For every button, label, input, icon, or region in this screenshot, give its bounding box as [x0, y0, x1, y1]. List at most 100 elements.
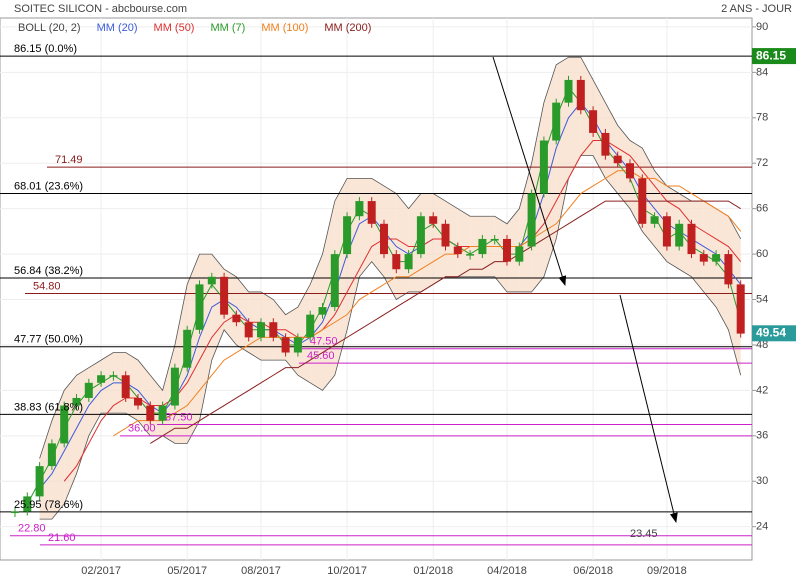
- y-tick-label: 66: [756, 203, 768, 215]
- level-label: 47.77 (50.0%): [14, 334, 83, 346]
- bollinger-band: [384, 185, 397, 300]
- candle: [650, 216, 659, 224]
- candle: [109, 375, 118, 377]
- level-label: 56.84 (38.2%): [14, 265, 83, 277]
- candle: [613, 155, 622, 164]
- level-label: 68.01 (23.6%): [14, 180, 83, 192]
- candle: [466, 254, 475, 256]
- candle: [207, 276, 216, 285]
- candle: [564, 79, 573, 103]
- x-tick-label: 05/2017: [167, 565, 207, 577]
- candle: [134, 397, 142, 406]
- candle: [195, 284, 204, 330]
- candle: [293, 337, 302, 353]
- candle: [539, 140, 548, 194]
- bollinger-band: [396, 193, 409, 300]
- projection-arrow: [619, 294, 678, 523]
- x-tick-label: 01/2018: [413, 565, 453, 577]
- candle: [330, 254, 339, 308]
- candle: [404, 254, 413, 270]
- candle: [416, 216, 425, 255]
- price-badge-label: 86.15: [756, 48, 786, 62]
- x-tick-label: 08/2017: [241, 565, 281, 577]
- y-tick-label: 30: [756, 475, 768, 487]
- y-tick-label: 54: [756, 293, 768, 305]
- bollinger-band: [322, 201, 335, 391]
- y-tick-label: 24: [756, 521, 768, 533]
- candle: [47, 443, 56, 467]
- candle: [453, 246, 462, 255]
- legend-entry: MM (7): [210, 22, 245, 34]
- level-label: 21.60: [48, 532, 76, 544]
- projection-arrow: [492, 56, 567, 286]
- candle: [72, 397, 81, 406]
- bollinger-band: [507, 208, 520, 292]
- candle: [626, 163, 634, 179]
- y-tick-label: 72: [756, 157, 768, 169]
- candle: [552, 102, 561, 141]
- y-tick-label: 78: [756, 112, 768, 124]
- x-tick-label: 04/2018: [487, 565, 527, 577]
- bollinger-line: [39, 56, 742, 459]
- candle: [257, 322, 265, 338]
- price-badge: [752, 48, 796, 65]
- candle: [355, 201, 364, 217]
- price-badge-label: 49.54: [756, 325, 786, 339]
- x-tick-label: 10/2017: [327, 565, 367, 577]
- level-label: 22.80: [18, 523, 46, 535]
- chart-subtitle: 2 ANS - JOUR: [721, 3, 792, 15]
- candle: [97, 375, 106, 383]
- bollinger-band: [297, 284, 311, 383]
- candle: [170, 367, 179, 406]
- candle: [429, 216, 438, 224]
- legend-entry: MM (20): [97, 22, 138, 34]
- legend-entry: MM (100): [261, 22, 308, 34]
- candle: [220, 276, 229, 315]
- candle: [23, 496, 32, 512]
- candle: [638, 178, 647, 224]
- candle: [269, 322, 278, 338]
- candle: [35, 466, 44, 497]
- candle: [736, 284, 745, 334]
- candle: [158, 405, 167, 421]
- x-tick-label: 06/2018: [573, 565, 613, 577]
- price-badge: [752, 325, 796, 342]
- level-label: 86.15 (0.0%): [14, 43, 77, 55]
- candle: [687, 223, 696, 255]
- candle: [232, 314, 241, 323]
- candle: [601, 132, 610, 156]
- target-label: 23.45: [630, 528, 658, 540]
- y-tick-label: 48: [756, 339, 768, 351]
- bollinger-band: [703, 201, 717, 308]
- candle: [392, 254, 401, 270]
- candle: [306, 314, 315, 338]
- candle: [121, 375, 130, 398]
- y-tick-label: 36: [756, 430, 768, 442]
- x-tick-label: 09/2018: [647, 565, 687, 577]
- level-label: 71.49: [55, 154, 83, 166]
- candle: [380, 223, 388, 255]
- candle: [699, 254, 708, 262]
- bollinger-band: [445, 201, 458, 277]
- level-label: 25.95 (78.6%): [14, 499, 83, 511]
- candle: [576, 79, 585, 111]
- y-tick-label: 60: [756, 248, 768, 260]
- y-tick-label: 90: [756, 21, 768, 33]
- candle: [343, 216, 352, 255]
- candle: [441, 223, 450, 247]
- candle: [515, 246, 524, 262]
- level-label: 37.50: [165, 411, 193, 423]
- level-label: 54.80: [33, 280, 61, 292]
- bollinger-band: [494, 216, 507, 292]
- y-tick-label: 42: [756, 384, 768, 396]
- chart-title: SOITEC SILICON - abcbourse.com: [14, 3, 187, 15]
- level-label: 47.50: [310, 336, 338, 348]
- candle: [712, 254, 721, 262]
- bollinger-band: [101, 352, 114, 414]
- y-tick-label: 84: [756, 66, 768, 78]
- level-label: 45.60: [307, 350, 335, 362]
- candle: [724, 254, 733, 285]
- candle: [662, 216, 671, 247]
